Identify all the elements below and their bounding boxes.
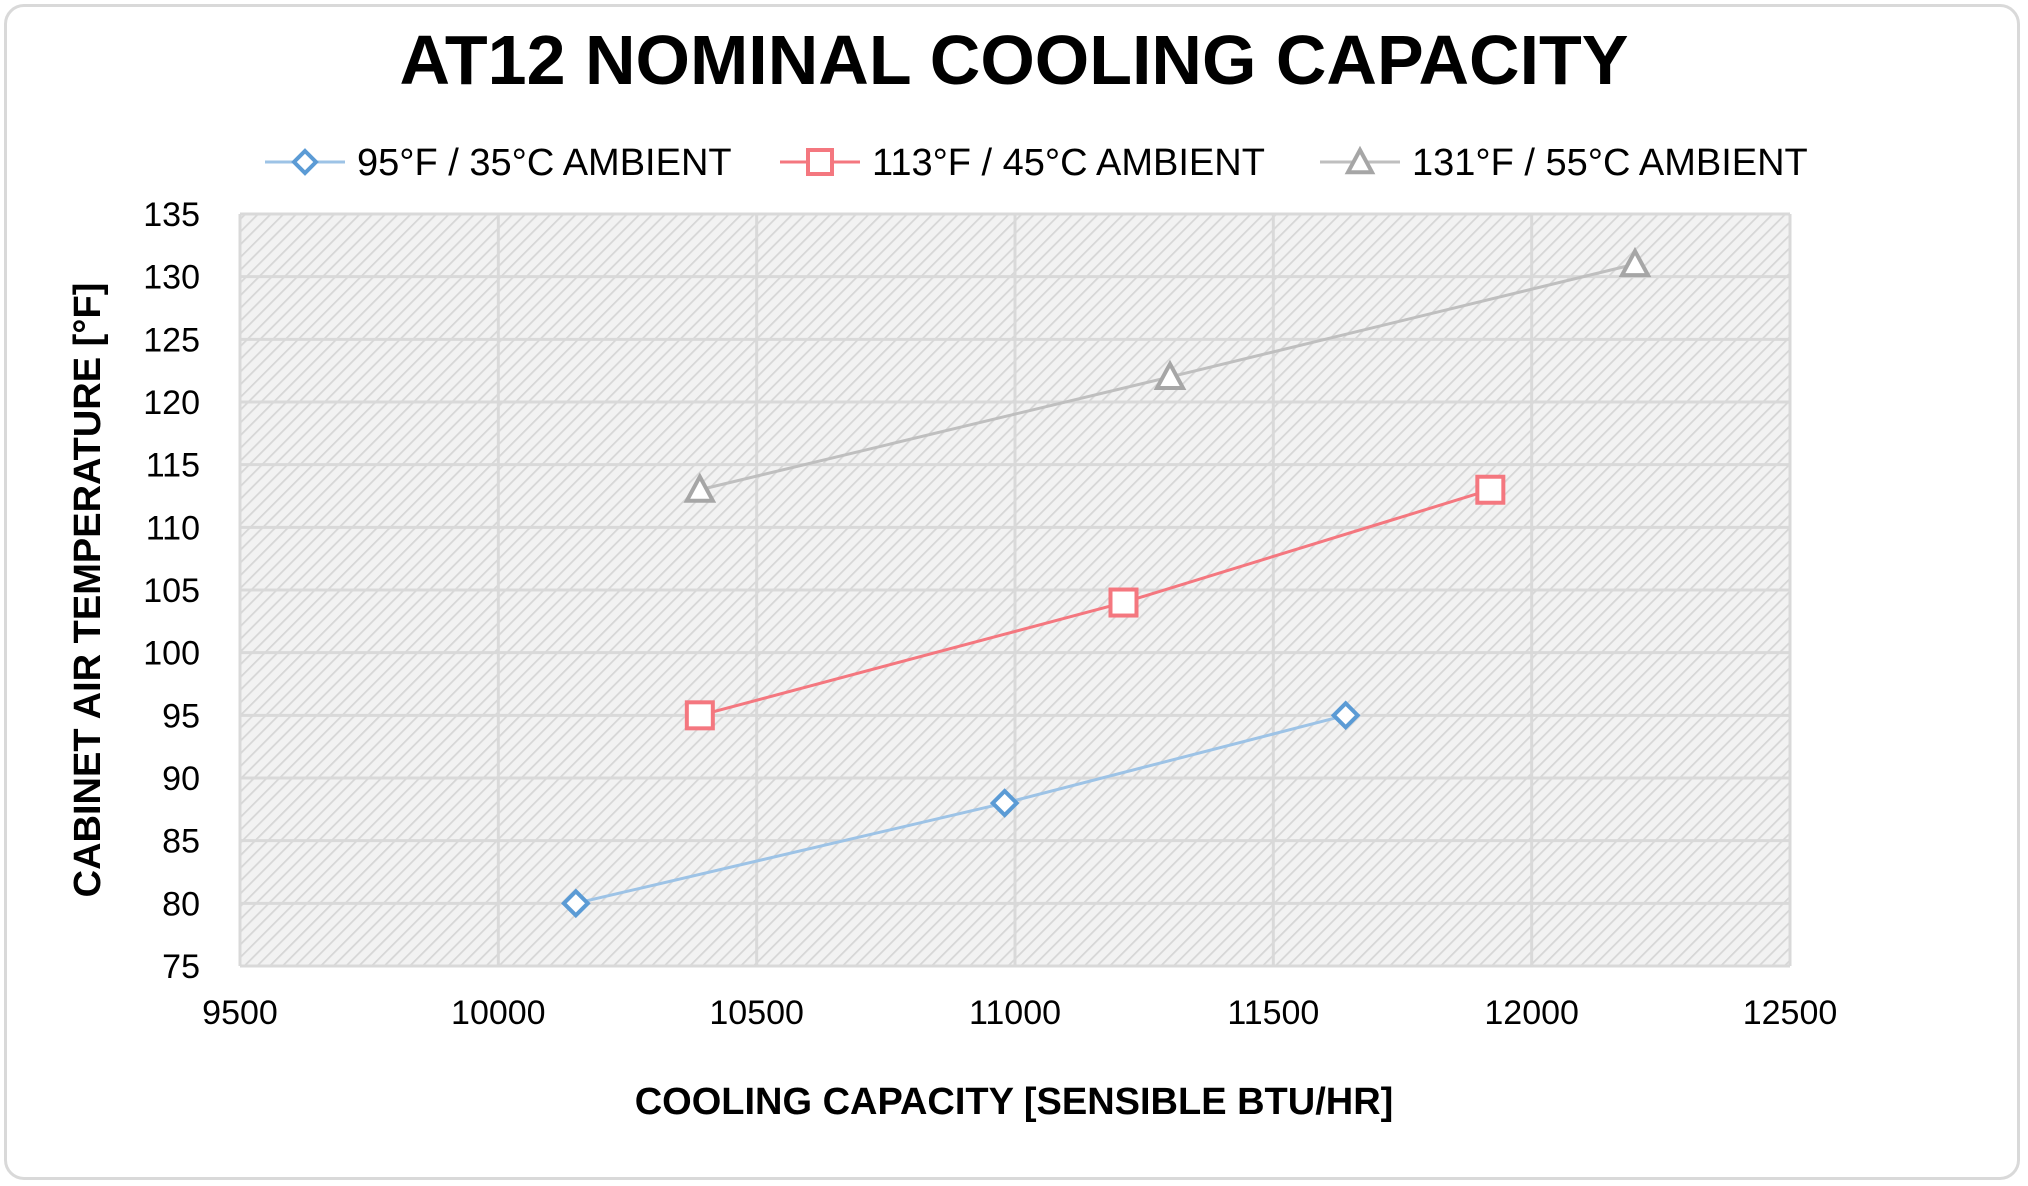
series-1 <box>561 700 1361 919</box>
x-axis-title: COOLING CAPACITY [SENSIBLE BTU/HR] <box>635 1081 1394 1123</box>
y-tick-label-125: 125 <box>143 321 200 359</box>
data-point-3-1 <box>683 472 717 503</box>
chart-title: AT12 NOMINAL COOLING CAPACITY <box>400 21 1629 99</box>
y-tick-label-135: 135 <box>143 196 200 234</box>
legend-label-1: 95°F / 35°C AMBIENT <box>357 142 732 184</box>
data-point-1-3 <box>1330 700 1361 731</box>
x-tick-label-11500: 11500 <box>1227 994 1319 1032</box>
series-3 <box>683 246 1652 503</box>
x-tick-label-10500: 10500 <box>709 994 804 1032</box>
grid <box>238 212 1792 968</box>
data-point-3-2 <box>1153 359 1187 390</box>
y-tick-label-95: 95 <box>162 697 200 735</box>
data-point-2-2 <box>1108 587 1139 618</box>
series-2 <box>684 474 1506 731</box>
x-axis-ticks: 9500 10000 10500 11000 11500 12000 12500 <box>202 994 1837 1032</box>
data-point-3-3 <box>1618 246 1652 278</box>
legend-marker-2 <box>806 148 834 176</box>
y-tick-label-100: 100 <box>143 635 200 673</box>
legend-marker-3 <box>1344 145 1376 175</box>
x-tick-label-10000: 10000 <box>451 994 546 1032</box>
legend: 95°F / 35°C AMBIENT 113°F / 45°C AMBIENT 1… <box>265 142 1808 184</box>
y-tick-label-105: 105 <box>143 572 200 610</box>
x-tick-label-12000: 12000 <box>1484 994 1579 1032</box>
y-tick-label-110: 110 <box>146 509 200 547</box>
legend-label-3: 131°F / 55°C AMBIENT <box>1412 142 1808 184</box>
x-tick-label-9500: 9500 <box>202 994 278 1032</box>
data-point-1-2 <box>989 788 1020 818</box>
y-tick-label-90: 90 <box>162 760 200 798</box>
y-tick-label-85: 85 <box>162 823 200 861</box>
data-point-1-1 <box>561 888 591 919</box>
legend-label-2: 113°F / 45°C AMBIENT <box>872 142 1265 184</box>
y-tick-label-75: 75 <box>162 948 200 986</box>
y-tick-label-115: 115 <box>146 447 200 485</box>
y-tick-label-120: 120 <box>143 384 200 422</box>
y-tick-label-130: 130 <box>143 259 200 297</box>
series-group <box>561 246 1652 919</box>
legend-marker-1 <box>291 148 319 176</box>
x-tick-label-11000: 11000 <box>969 994 1061 1032</box>
data-point-2-1 <box>684 700 715 731</box>
y-axis-ticks: 75 80 85 90 95 100 105 110 115 120 125 130 135 <box>143 196 200 986</box>
y-axis-title: CABINET AIR TEMPERATURE [°F] <box>67 283 109 898</box>
data-point-2-3 <box>1475 474 1506 505</box>
x-tick-label-12500: 12500 <box>1743 994 1838 1032</box>
y-tick-label-80: 80 <box>162 885 200 923</box>
